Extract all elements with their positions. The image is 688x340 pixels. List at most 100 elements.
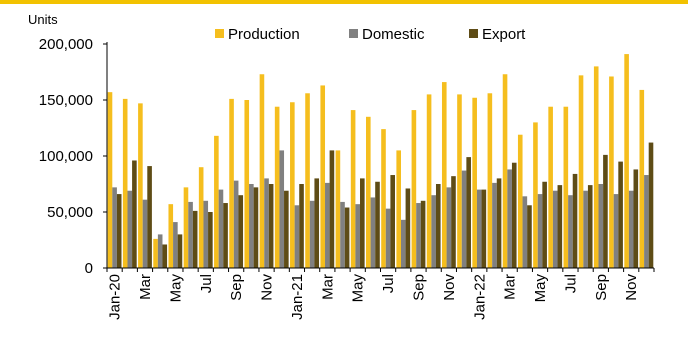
y-tick-label: 200,000 [39,36,93,53]
bar-production-16 [351,110,356,268]
bar-domestic-8 [234,181,239,268]
x-tick-label: Jul [198,274,215,293]
bar-domestic-21 [431,195,436,268]
bar-domestic-9 [249,184,254,268]
y-tick-label: 150,000 [39,92,93,109]
y-tick-label: 50,000 [47,204,93,221]
bar-export-6 [208,212,213,268]
bar-domestic-26 [507,169,512,268]
bar-domestic-2 [143,200,148,268]
bar-production-26 [503,74,508,268]
bar-production-7 [214,136,219,268]
bar-production-24 [472,98,477,268]
x-tick-label: Nov [259,274,276,301]
bar-domestic-23 [462,171,467,268]
bar-export-19 [406,188,411,268]
x-tick-label: Jan-21 [289,274,306,320]
x-tick-label: May [532,274,549,303]
bar-domestic-35 [644,175,649,268]
bar-domestic-0 [112,187,117,268]
bar-domestic-18 [386,209,391,268]
bar-production-6 [199,167,204,268]
bar-domestic-12 [295,205,300,268]
bar-domestic-28 [538,194,543,268]
bar-export-10 [269,184,274,268]
bar-production-0 [108,92,113,268]
legend-label-export: Export [482,26,526,43]
bar-export-26 [512,163,517,268]
y-tick-label: 0 [85,260,93,277]
bar-production-31 [579,75,584,268]
x-tick-label: Sep [411,274,428,301]
bar-domestic-16 [355,204,360,268]
bar-production-23 [457,94,462,268]
bar-production-22 [442,82,447,268]
bar-domestic-10 [264,178,269,268]
bar-export-4 [178,234,183,268]
y-tick-label: 100,000 [39,148,93,165]
bar-production-35 [640,90,645,268]
bar-export-33 [618,162,623,268]
bar-export-31 [588,185,593,268]
x-tick-label: Jan-22 [471,274,488,320]
bar-production-17 [366,117,371,268]
bar-production-19 [396,150,401,268]
legend-swatch-export [469,29,478,38]
x-tick-label: Sep [228,274,245,301]
bar-production-5 [184,187,189,268]
bar-domestic-25 [492,183,497,268]
bar-domestic-34 [629,191,634,268]
bar-domestic-7 [219,190,224,268]
bar-production-18 [381,129,386,268]
x-tick-label: May [350,274,367,303]
bar-export-13 [314,178,319,268]
bar-production-11 [275,107,280,268]
x-axis: Jan-20 Mar May Jul Sep Nov Jan-21 Mar May Jul Sep N… [107,268,654,320]
bar-export-2 [147,166,152,268]
y-axis: 0 50,000 100,000 150,000 200,000 [39,36,107,277]
y-axis-label: Units [28,12,58,27]
bar-export-34 [634,169,639,268]
bar-export-9 [254,187,259,268]
bar-domestic-27 [523,196,528,268]
bar-export-32 [603,155,608,268]
bar-domestic-19 [401,220,406,268]
bar-domestic-32 [599,184,604,268]
bar-export-0 [117,194,122,268]
bar-production-20 [412,110,417,268]
bar-export-5 [193,211,198,268]
bar-export-1 [132,160,137,268]
bar-domestic-30 [568,195,573,268]
bar-domestic-15 [340,202,345,268]
bar-export-12 [299,184,304,268]
bar-production-12 [290,102,295,268]
bar-export-28 [542,182,547,268]
bar-production-3 [153,239,158,268]
bar-export-16 [360,178,365,268]
bar-production-1 [123,99,128,268]
bar-export-25 [497,178,502,268]
x-tick-label: Nov [623,274,640,301]
bar-domestic-24 [477,190,482,268]
bar-production-13 [305,93,310,268]
bar-export-24 [482,190,487,268]
x-tick-label: May [167,274,184,303]
bar-export-23 [466,157,471,268]
legend-swatch-production [215,29,224,38]
bar-export-11 [284,191,289,268]
bar-domestic-13 [310,201,315,268]
bar-domestic-11 [279,150,284,268]
legend-swatch-domestic [349,29,358,38]
bar-domestic-3 [158,234,163,268]
bar-domestic-22 [447,187,452,268]
bar-export-21 [436,184,441,268]
bar-production-25 [488,93,493,268]
bar-domestic-4 [173,222,178,268]
legend: Production Domestic Export [215,26,526,43]
bar-export-35 [649,143,654,268]
x-tick-label: Sep [593,274,610,301]
bar-export-7 [223,203,228,268]
bars-group [108,54,654,268]
x-tick-label: Jul [380,274,397,293]
